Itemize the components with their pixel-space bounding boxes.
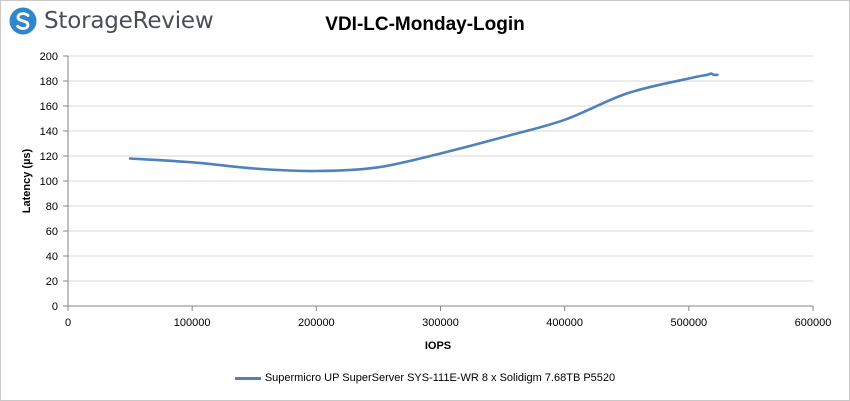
- x-tick-label: 600000: [795, 317, 832, 329]
- x-tick-label: 500000: [670, 317, 707, 329]
- y-tick-label: 200: [40, 51, 58, 63]
- storagereview-logo-icon: [9, 7, 37, 35]
- x-tick-label: 0: [65, 317, 71, 329]
- y-axis-title: Latency (µs): [21, 148, 33, 213]
- axes: [63, 55, 814, 311]
- y-tick-label: 140: [40, 126, 58, 138]
- series-line: [128, 72, 719, 173]
- y-tick-label: 120: [40, 151, 58, 163]
- y-tick-label: 180: [40, 76, 58, 88]
- plot-area: [128, 72, 719, 173]
- y-tick-label: 100: [40, 176, 58, 188]
- x-tick-label: 100000: [174, 317, 211, 329]
- y-tick-label: 0: [52, 301, 58, 313]
- chart-title: VDI-LC-Monday-Login: [325, 14, 525, 35]
- y-tick-label: 40: [46, 251, 58, 263]
- y-tick-label: 60: [46, 226, 58, 238]
- logo-text: StorageReview: [44, 8, 214, 34]
- legend: Supermicro UP SuperServer SYS-111E-WR 8 …: [0, 372, 850, 384]
- legend-swatch: [234, 376, 261, 380]
- y-tick-label: 20: [46, 276, 58, 288]
- tick-labels: 0 20 40 60 80 100 120 140 160 180 200 0 100000 200000…: [40, 51, 832, 329]
- x-axis-title: IOPS: [425, 340, 451, 352]
- line-chart: 0 20 40 60 80 100 120 140 160 180 200 0 100000 200000…: [21, 51, 832, 352]
- storagereview-logo: StorageReview: [8, 4, 214, 38]
- grid-lines: [68, 55, 813, 282]
- y-tick-label: 160: [40, 101, 58, 113]
- y-tick-label: 80: [46, 201, 58, 213]
- legend-label: Supermicro UP SuperServer SYS-111E-WR 8 …: [264, 372, 616, 384]
- x-tick-label: 200000: [298, 317, 335, 329]
- x-tick-label: 300000: [422, 317, 459, 329]
- x-tick-label: 400000: [546, 317, 583, 329]
